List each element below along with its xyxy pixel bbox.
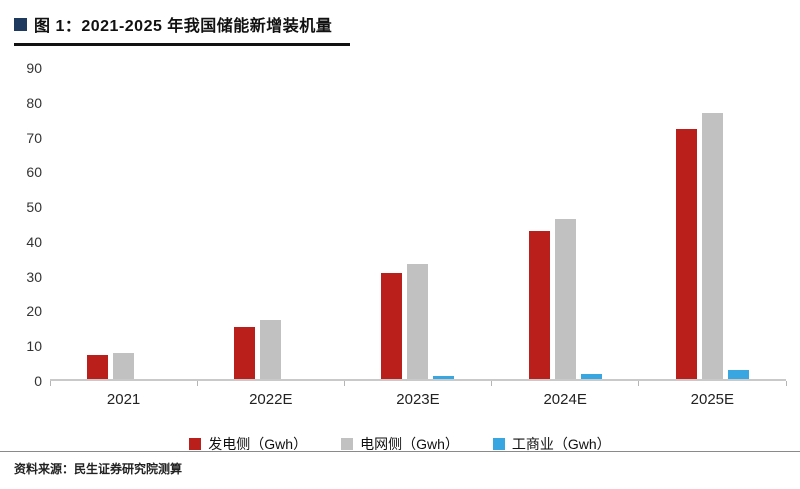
bar-grid-side <box>113 352 135 379</box>
bar-group <box>492 68 639 379</box>
x-axis-label: 2021 <box>106 391 141 408</box>
legend-label: 发电侧（Gwh） <box>208 436 308 452</box>
chart-area: 0 10 20 30 40 50 60 70 80 90 <box>14 60 787 389</box>
bar-group <box>50 68 197 379</box>
y-axis-label: 20 <box>26 303 42 320</box>
legend: 发电侧（Gwh） 电网侧（Gwh） 工商业（Gwh） <box>14 434 786 454</box>
x-axis-label: 2025E <box>690 391 735 408</box>
bar-grid-side <box>701 112 723 379</box>
y-axis: 0 10 20 30 40 50 60 70 80 90 <box>14 60 50 389</box>
y-axis-label: 30 <box>26 268 42 285</box>
bar-generation-side <box>234 326 256 379</box>
legend-swatch-icon <box>492 438 505 450</box>
legend-item-generation-side: 发电侧（Gwh） <box>189 434 307 454</box>
y-axis-label: 50 <box>26 199 42 216</box>
bar-group <box>639 68 786 379</box>
legend-swatch-icon <box>341 438 354 450</box>
bar-generation-side <box>381 272 403 379</box>
legend-swatch-icon <box>189 438 202 450</box>
bar-group <box>197 68 344 379</box>
legend-item-grid-side: 电网侧（Gwh） <box>341 434 459 454</box>
bar-generation-side <box>675 128 697 379</box>
x-axis-tick <box>343 381 345 386</box>
y-axis-label: 40 <box>26 233 42 250</box>
x-axis-label: 2024E <box>543 391 587 408</box>
y-axis-label: 0 <box>34 373 42 389</box>
legend-label: 电网侧（Gwh） <box>360 436 459 452</box>
plot-area <box>49 68 787 386</box>
x-axis-label: 2023E <box>396 391 440 408</box>
x-axis-tick <box>638 381 640 386</box>
y-axis-label: 70 <box>26 129 42 146</box>
y-axis-label: 10 <box>26 338 42 355</box>
x-axis-label: 2022E <box>249 391 293 408</box>
bar-generation-side <box>87 354 109 379</box>
page-title: 图 1：2021-2025 年我国储能新增装机量 <box>34 18 333 35</box>
source-text: 资料来源：民生证券研究院测算 <box>0 451 800 489</box>
y-axis-label: 60 <box>26 164 42 181</box>
bar-grid-side <box>554 219 576 379</box>
bar-grid-side <box>260 319 282 379</box>
bar-generation-side <box>528 231 550 379</box>
x-axis-tick <box>491 381 493 386</box>
bar-commercial-industrial <box>580 373 602 379</box>
title-marker-icon <box>14 17 27 31</box>
y-axis-label: 80 <box>26 94 42 111</box>
legend-item-commercial-industrial: 工商业（Gwh） <box>492 434 611 454</box>
x-axis-tick <box>196 381 198 386</box>
bar-commercial-industrial <box>727 370 749 379</box>
bar-group <box>344 68 491 379</box>
y-axis-label: 90 <box>26 60 42 76</box>
bar-grid-side <box>407 264 429 379</box>
bar-commercial-industrial <box>433 375 455 379</box>
legend-label: 工商业（Gwh） <box>511 436 611 452</box>
figure-header: 图 1：2021-2025 年我国储能新增装机量 <box>14 10 351 46</box>
x-axis-labels: 2021 2022E 2023E 2024E 2025E <box>50 391 786 408</box>
x-axis-tick <box>785 381 787 386</box>
x-axis-tick <box>49 381 51 386</box>
